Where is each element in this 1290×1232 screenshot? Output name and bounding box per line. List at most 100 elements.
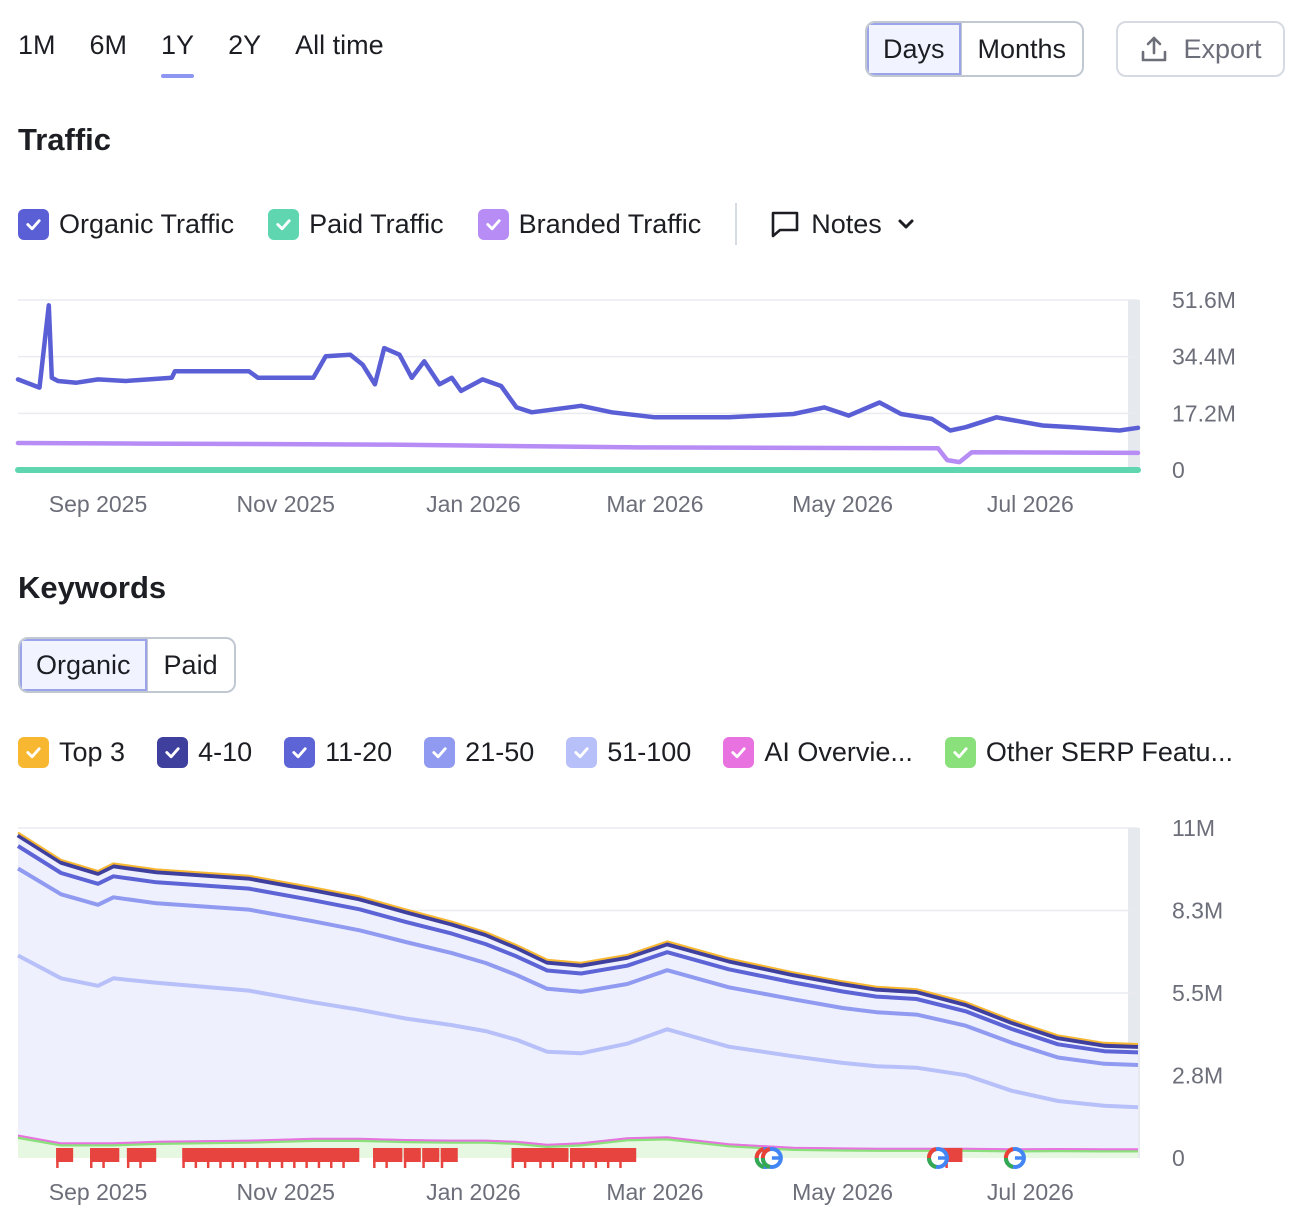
rank-51-100-line (17, 953, 1139, 1110)
tab-1m[interactable]: 1M (18, 30, 56, 60)
google-green-arc (754, 1157, 765, 1169)
flag-icon (139, 1148, 157, 1168)
organic-button[interactable]: Organic (20, 639, 147, 691)
traffic-legend: Organic Traffic Paid Traffic Branded Tra… (18, 203, 916, 245)
x-tick-label: Nov 2025 (236, 1179, 334, 1205)
google-red-arc (754, 1147, 765, 1159)
flag-pole (619, 1148, 622, 1168)
flag-pole (219, 1148, 222, 1168)
flag-pole (422, 1148, 425, 1168)
legend-4-10[interactable]: 4-10 (157, 736, 253, 768)
flag-pole (570, 1148, 573, 1168)
upload-icon (1139, 34, 1169, 64)
y-tick-label: 17.2M (1172, 400, 1236, 426)
x-tick-label: Jan 2026 (426, 1179, 521, 1205)
tab-2y[interactable]: 2Y (228, 30, 262, 60)
keywords-chart[interactable]: 11M 8.3M 5.5M 2.8M 0 Sep 2025 Nov 2025 Jan 2026… (0, 810, 1290, 1232)
google-icon (1003, 1147, 1026, 1169)
legend-paid-traffic[interactable]: Paid Traffic (268, 208, 444, 240)
keywords-section-title: Keywords (18, 570, 167, 605)
google-green-arc (1003, 1157, 1014, 1169)
flag-icon (56, 1148, 74, 1168)
flag-icon (385, 1148, 403, 1168)
branded-traffic-line (15, 440, 1141, 465)
x-tick-label: Mar 2026 (606, 1179, 703, 1205)
flag-body (422, 1148, 440, 1162)
checkbox-checked-icon (157, 736, 189, 768)
flag-body (102, 1148, 120, 1162)
flag-pole (280, 1148, 284, 1168)
flag-icon (422, 1148, 440, 1168)
organic-traffic-line (15, 303, 1141, 433)
rank-11-20-line (16, 844, 1139, 1055)
notes-dropdown[interactable]: Notes (769, 208, 916, 240)
legend-other-serp-features[interactable]: Other SERP Featu... (944, 736, 1233, 768)
flag-pole (342, 1148, 345, 1168)
flag-pole (606, 1148, 610, 1168)
tab-6m[interactable]: 6M (89, 30, 128, 60)
range-end-band (1128, 300, 1140, 470)
tab-all-time[interactable]: All time (295, 30, 384, 60)
y-tick-label: 34.4M (1172, 344, 1236, 370)
legend-label: Other SERP Featu... (985, 736, 1233, 767)
legend-11-20[interactable]: 11-20 (284, 736, 392, 768)
export-label: Export (1183, 33, 1262, 64)
rank-4-10-line (16, 832, 1139, 1049)
keywords-type-toggle: Organic Paid (18, 637, 236, 693)
rank-21-50-line (16, 866, 1139, 1067)
checkbox-checked-icon (566, 736, 598, 768)
tab-1y[interactable]: 1Y (161, 30, 195, 78)
google-icon (760, 1147, 783, 1169)
legend-organic-traffic[interactable]: Organic Traffic (18, 208, 234, 240)
period-tabs: 1M 6M 1Y 2Y All time (18, 30, 418, 78)
legend-branded-traffic[interactable]: Branded Traffic (477, 208, 702, 240)
traffic-chart[interactable]: 51.6M 34.4M 17.2M 0 Sep 2025 Nov 2025 Jan 2026… (0, 280, 1290, 530)
y-tick-label: 51.6M (1172, 287, 1236, 313)
flag-body (619, 1148, 637, 1162)
legend-ai-overviews[interactable]: AI Overvie... (723, 736, 913, 768)
legend-label: AI Overvie... (764, 736, 913, 767)
flag-pole (139, 1148, 142, 1168)
legend-label: 4-10 (198, 736, 253, 767)
checkbox-checked-icon (18, 208, 49, 240)
google-green-arc (760, 1157, 771, 1169)
chevron-down-icon (896, 214, 916, 234)
flag-pole (511, 1148, 515, 1168)
flag-pole (268, 1148, 271, 1168)
flag-pole (126, 1148, 130, 1168)
google-red-arc (1003, 1147, 1014, 1159)
legend-label: Branded Traffic (518, 208, 702, 239)
top-3-line (17, 831, 1139, 1045)
flag-pole (373, 1148, 376, 1168)
legend-51-100[interactable]: 51-100 (566, 736, 691, 768)
x-tick-label: Sep 2025 (49, 1179, 147, 1205)
x-tick-label: Jul 2026 (987, 1179, 1074, 1205)
paid-button[interactable]: Paid (146, 639, 234, 691)
google-icon (927, 1147, 949, 1169)
flag-pole (582, 1148, 585, 1168)
checkbox-checked-icon (424, 736, 456, 768)
flag-pole (539, 1148, 542, 1168)
flag-pole (293, 1148, 296, 1168)
y-tick-label: 2.8M (1172, 1063, 1223, 1089)
flag-pole (243, 1148, 247, 1168)
flag-pole (194, 1148, 198, 1168)
days-button[interactable]: Days (867, 23, 961, 75)
legend-21-50[interactable]: 21-50 (424, 736, 534, 768)
traffic-section-title: Traffic (18, 122, 112, 157)
legend-top-3[interactable]: Top 3 (18, 736, 125, 768)
flag-icon (102, 1148, 120, 1168)
checkbox-checked-icon (284, 736, 316, 768)
flag-body (523, 1148, 541, 1162)
y-tick-label: 0 (1172, 457, 1185, 483)
export-button[interactable]: Export (1116, 21, 1285, 77)
flag-body (385, 1148, 403, 1162)
keywords-area-fill (18, 832, 1138, 1158)
flag-body (139, 1148, 157, 1162)
x-tick-label: Sep 2025 (49, 491, 147, 517)
y-tick-label: 5.5M (1172, 980, 1223, 1006)
checkbox-checked-icon (477, 208, 509, 240)
flag-pole (305, 1148, 308, 1168)
months-button[interactable]: Months (960, 23, 1083, 75)
date-range-toolbar: 1M 6M 1Y 2Y All time Days Months Export (0, 0, 1290, 96)
